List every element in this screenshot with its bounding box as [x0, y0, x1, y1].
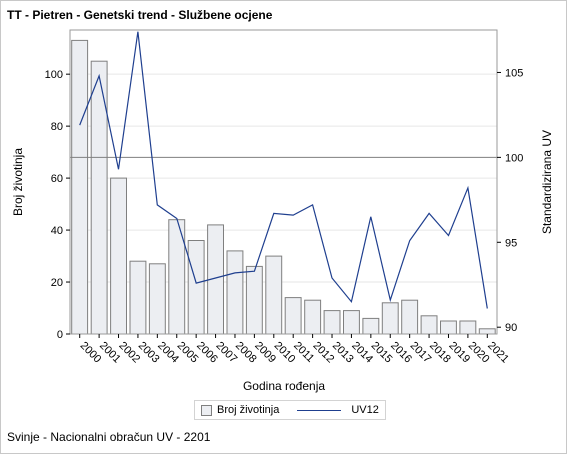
bar-2003 [129, 260, 147, 335]
plot-frame [69, 29, 498, 335]
x-tick-label-2002: 2002 [116, 340, 142, 366]
legend-bar-label: Broj životinja [217, 404, 280, 416]
x-tick-label-2019: 2019 [446, 340, 472, 366]
bar-2017 [401, 299, 419, 335]
bars-layer [71, 39, 496, 335]
legend-bar-swatch [201, 404, 212, 416]
y2-tick-label: 90 [505, 322, 517, 334]
y2-tick-label: 100 [505, 152, 523, 164]
bar-2021 [478, 328, 496, 335]
x-tick-label-2009: 2009 [252, 340, 278, 366]
bar-2018 [420, 315, 438, 335]
bar-2019 [440, 320, 457, 335]
x-tick-label-2008: 2008 [233, 340, 259, 366]
bar-2010 [265, 255, 283, 335]
y2-tick-label: 95 [505, 237, 517, 249]
x-tick-label-2006: 2006 [194, 340, 220, 366]
bar-2014 [343, 310, 360, 335]
y2-axis-label: Standardizirana UV [540, 130, 554, 234]
x-tick-label-2010: 2010 [272, 340, 298, 366]
y-axis-label: Broj životinja [11, 148, 25, 216]
bar-2006 [187, 240, 205, 335]
y-tick-label: 20 [51, 277, 63, 289]
y-tick-label: 0 [57, 329, 63, 341]
bar-2020 [459, 320, 477, 335]
bar-2009 [245, 265, 263, 335]
bar-2013 [323, 310, 341, 335]
bar-2004 [148, 263, 166, 335]
y-tick-label: 100 [45, 69, 63, 81]
bar-2012 [304, 299, 322, 335]
footnote: Svinje - Nacionalni obračun UV - 2201 [7, 430, 211, 444]
x-axis-label: Godina rođenja [243, 379, 325, 393]
x-tick-label-2012: 2012 [310, 340, 336, 366]
bar-2000 [71, 39, 89, 335]
bar-2011 [284, 297, 302, 335]
x-tick-label-2000: 2000 [78, 340, 104, 366]
x-tick-label-2001: 2001 [97, 340, 123, 366]
legend-line-label: UV12 [351, 404, 379, 416]
x-tick-label-2016: 2016 [388, 340, 414, 366]
x-tick-label-2021: 2021 [485, 340, 511, 366]
line-layer [79, 31, 488, 309]
legend-line-swatch [297, 409, 342, 411]
bar-2002 [110, 177, 127, 335]
bar-2015 [362, 317, 380, 335]
y2-tick-label: 105 [505, 67, 523, 79]
chart-title: TT - Pietren - Genetski trend - Službene… [7, 8, 273, 22]
x-tick-label-2017: 2017 [408, 340, 434, 366]
x-tick-label-2018: 2018 [427, 340, 453, 366]
y-tick-label: 40 [51, 225, 63, 237]
bar-2016 [381, 302, 399, 335]
y-tick-label: 80 [51, 121, 63, 133]
x-tick-label-2013: 2013 [330, 340, 356, 366]
x-tick-label-2011: 2011 [291, 340, 316, 365]
uv12-line [79, 31, 488, 309]
legend: Broj životinja UV12 [194, 400, 386, 420]
y-tick-label: 60 [51, 173, 63, 185]
bar-2008 [226, 250, 244, 335]
x-tick-label-2007: 2007 [213, 340, 239, 366]
x-tick-label-2004: 2004 [155, 340, 181, 366]
grid-layer [70, 73, 497, 283]
x-tick-label-2015: 2015 [369, 340, 395, 366]
x-tick-label-2005: 2005 [175, 340, 201, 366]
x-tick-label-2020: 2020 [466, 340, 492, 366]
x-tick-label-2014: 2014 [349, 340, 375, 366]
x-tick-label-2003: 2003 [136, 340, 162, 366]
